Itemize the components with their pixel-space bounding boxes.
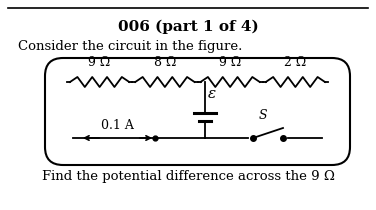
Text: 9 Ω: 9 Ω [219,56,241,69]
Text: Find the potential difference across the 9 Ω: Find the potential difference across the… [42,170,334,183]
Text: Consider the circuit in the figure.: Consider the circuit in the figure. [18,40,243,53]
Text: S: S [259,109,267,122]
Text: ε: ε [208,87,216,101]
Text: 8 Ω: 8 Ω [154,56,176,69]
Text: 2 Ω: 2 Ω [284,56,306,69]
Text: 0.1 A: 0.1 A [101,119,134,132]
Text: 006 (part 1 of 4): 006 (part 1 of 4) [118,20,258,34]
Text: 9 Ω: 9 Ω [88,56,111,69]
